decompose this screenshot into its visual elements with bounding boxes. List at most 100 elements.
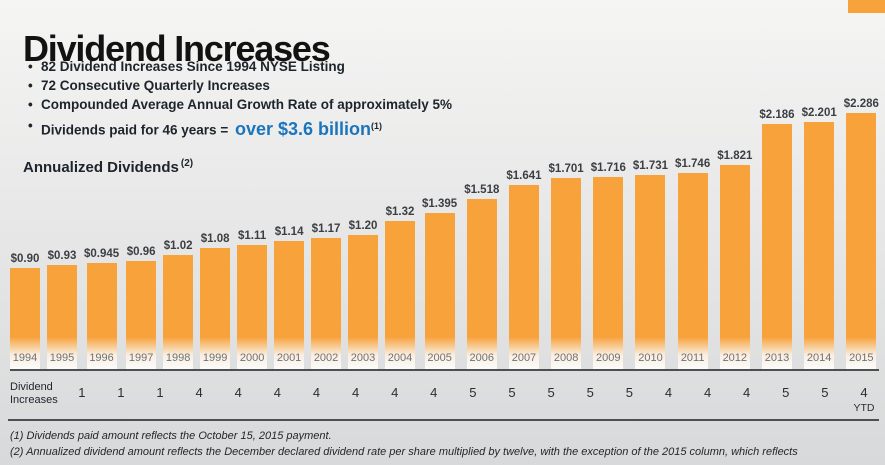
- bar-value-label: $1.701: [548, 163, 584, 175]
- dividend-bar: 2002: [311, 238, 342, 369]
- section-label-text: Annualized Dividends: [23, 159, 179, 176]
- bar-value-label: $1.821: [717, 150, 753, 162]
- bar-value-label: $2.286: [843, 98, 879, 110]
- bar-value-label: $0.945: [83, 248, 120, 260]
- bar-year-label: 2004: [385, 337, 416, 369]
- footnote-ref-2: (2): [180, 158, 194, 169]
- bar-group: $1.14 2001: [274, 226, 305, 369]
- bar-group: $0.93 1995: [46, 250, 77, 369]
- dividend-increases-label-line1: Dividend: [10, 381, 53, 393]
- bar-value-label: $1.716: [590, 162, 626, 174]
- increase-count: 4: [430, 385, 438, 400]
- increase-count: 4: [743, 385, 751, 400]
- bar-year-label: 1996: [86, 337, 117, 369]
- bar-value-label: $0.96: [126, 246, 156, 258]
- bar-year-label: 2012: [719, 337, 750, 369]
- bar-group: $0.90 1994: [10, 253, 40, 369]
- bar-value-label: $1.11: [238, 230, 267, 242]
- dividend-bar: 2003: [348, 235, 379, 369]
- increase-count: 1: [156, 385, 164, 400]
- bar-group: $1.641 2007: [506, 170, 542, 369]
- dividend-bar: 2011: [677, 173, 708, 369]
- bar-group: $1.395 2005: [422, 198, 457, 369]
- increase-count: 5: [547, 385, 555, 400]
- increase-count: 4: [195, 385, 203, 400]
- dividend-bar: 1999: [200, 248, 231, 369]
- bar-group: $1.11 2000: [237, 230, 268, 369]
- bar-group: $1.701 2008: [549, 163, 584, 369]
- bar-year-label: 1997: [126, 337, 157, 369]
- dividend-bar: 2007: [508, 185, 539, 369]
- dividend-bar: 2012: [719, 165, 750, 369]
- bar-value-label: $1.17: [311, 223, 341, 235]
- dividend-bar: 2008: [551, 178, 582, 369]
- bar-year-label: 2001: [274, 337, 305, 369]
- increase-count: 5: [586, 385, 594, 400]
- bar-year-label: 1994: [10, 337, 40, 369]
- bar-year-label: 2009: [593, 337, 624, 369]
- bar-year-label: 2008: [551, 337, 582, 369]
- increase-count: 4 YTD: [849, 377, 879, 416]
- bar-group: $1.821 2012: [717, 150, 752, 369]
- bar-group: $0.945 1996: [84, 248, 119, 369]
- bar-group: $0.96 1997: [126, 246, 157, 369]
- bar-year-label: 2013: [761, 337, 792, 369]
- increase-count: 4: [273, 385, 281, 400]
- footnote-ref-1: (1): [371, 121, 382, 131]
- bar-group: $1.08 1999: [200, 233, 231, 369]
- bar-year-label: 2000: [237, 337, 268, 369]
- increase-count: 5: [469, 385, 477, 400]
- bar-group: $2.201 2014: [802, 107, 837, 369]
- dividend-bar: 1998: [163, 255, 194, 369]
- bar-year-label: 1998: [163, 337, 194, 369]
- bar-value-label: $1.08: [200, 233, 230, 245]
- ytd-label: YTD: [853, 402, 875, 414]
- bar-year-label: 2015: [846, 337, 877, 369]
- bar-year-label: 2007: [508, 337, 539, 369]
- dividends-paid-highlight: over $3.6 billion: [234, 118, 371, 139]
- increase-count: 4: [351, 385, 360, 400]
- bar-group: $1.32 2004: [385, 206, 416, 369]
- bar-group: $2.286 2015: [844, 98, 879, 369]
- footnote-1: (1) Dividends paid amount reflects the O…: [10, 430, 332, 442]
- corner-accent-bar: [848, 0, 885, 13]
- dividend-bar: 1997: [126, 261, 157, 369]
- bar-group: $1.20 2003: [348, 220, 379, 369]
- bar-value-label: $1.32: [385, 206, 415, 218]
- bar-value-label: $1.641: [506, 170, 542, 182]
- increase-count: 4: [234, 385, 242, 400]
- increase-count: 5: [821, 385, 829, 400]
- increase-count: 5: [625, 385, 633, 400]
- increase-count: 5: [782, 385, 790, 400]
- bar-year-label: 2005: [424, 337, 455, 369]
- bullet-increases-since-1994: 82 Dividend Increases Since 1994 NYSE Li…: [28, 57, 452, 76]
- bar-group: $1.746 2011: [675, 158, 710, 369]
- dividend-bar: 2010: [635, 175, 666, 369]
- bar-value-label: $1.731: [632, 160, 669, 172]
- bar-value-label: $1.395: [422, 198, 458, 210]
- increase-count: 1: [78, 385, 86, 400]
- bar-group: $1.716 2009: [591, 162, 626, 369]
- increase-count: 4: [703, 385, 712, 400]
- bar-year-label: 1999: [200, 337, 231, 369]
- dividend-bar: 2004: [385, 221, 416, 369]
- dividends-paid-prefix: Dividends paid for 46 years =: [41, 122, 232, 138]
- dividend-bar: 2014: [804, 122, 835, 369]
- bar-year-label: 2010: [635, 337, 666, 369]
- dividend-increases-label-line2: Increases: [10, 394, 58, 406]
- increase-count: 1: [117, 385, 125, 400]
- bar-value-label: $1.14: [274, 226, 304, 238]
- bar-value-label: $1.02: [163, 240, 193, 252]
- bar-value-label: $0.90: [10, 253, 40, 265]
- bar-value-label: $1.746: [675, 158, 711, 170]
- bar-group: $1.02 1998: [163, 240, 194, 369]
- bar-value-label: $0.93: [47, 250, 77, 262]
- increase-count: 5: [508, 385, 516, 400]
- bar-year-label: 2014: [804, 337, 835, 369]
- dividend-bar: 1994: [10, 268, 40, 369]
- highlights-list: 82 Dividend Increases Since 1994 NYSE Li…: [28, 57, 452, 143]
- footnote-divider: [8, 419, 879, 421]
- bar-value-label: $1.518: [464, 184, 500, 196]
- bar-value-label: $2.186: [759, 109, 795, 121]
- bar-group: $2.186 2013: [759, 109, 795, 369]
